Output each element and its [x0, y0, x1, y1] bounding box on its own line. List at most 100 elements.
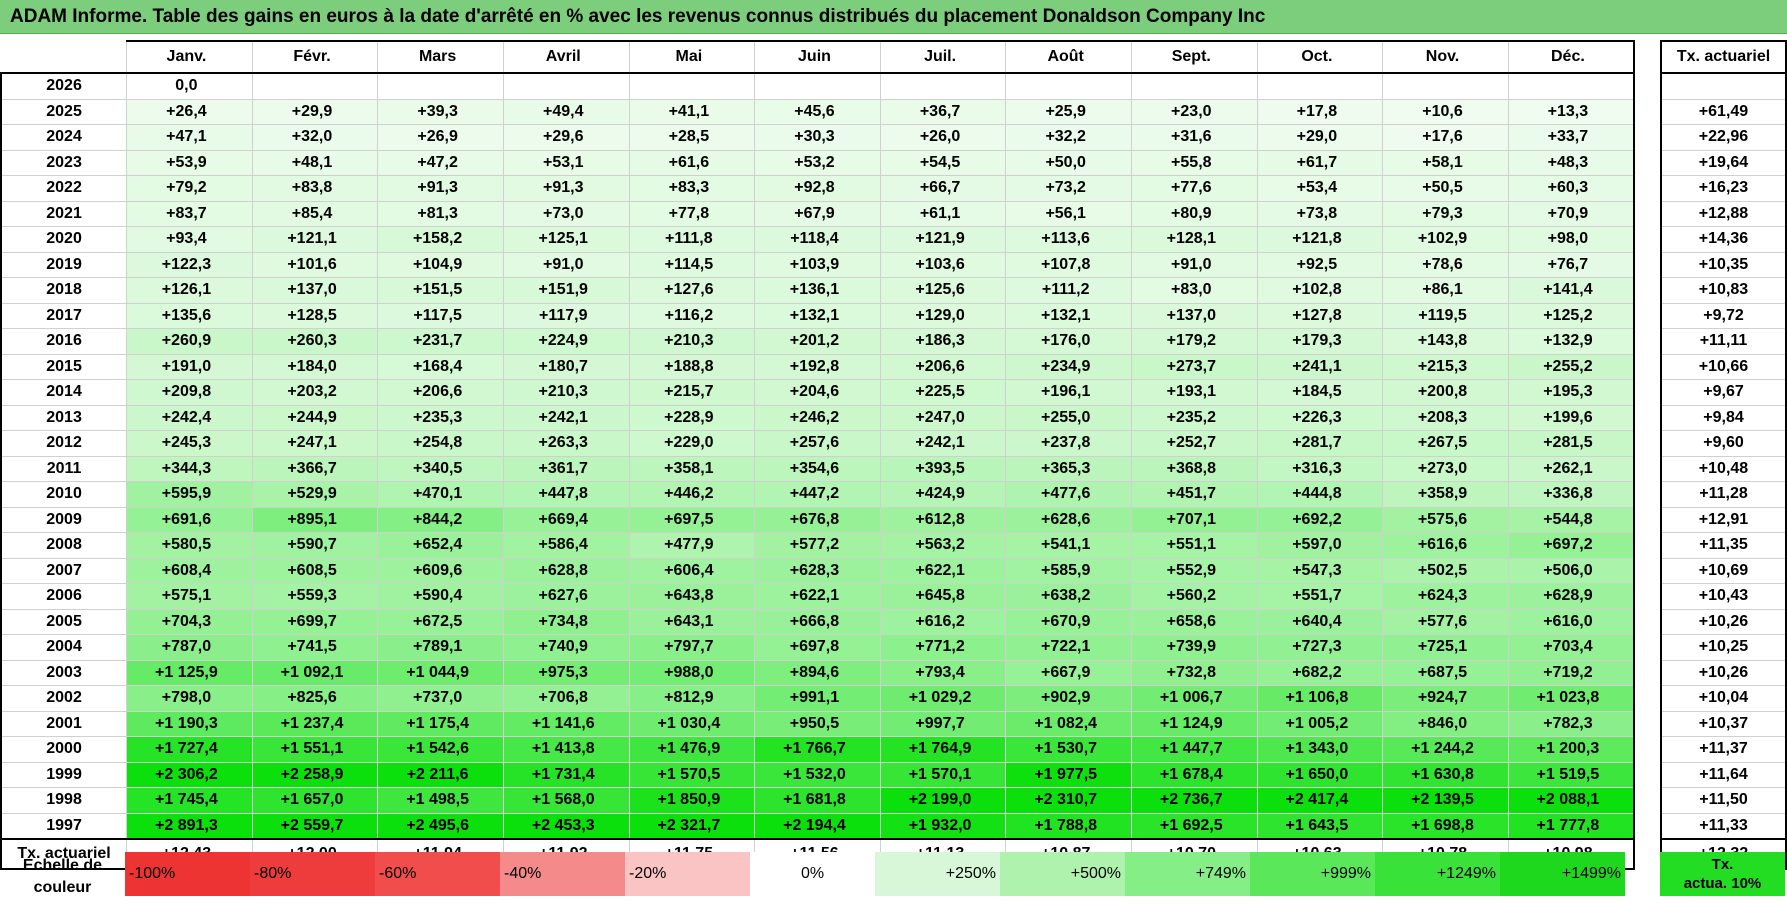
value-cell: +53,4 [1256, 175, 1384, 202]
month-header: Juin [754, 40, 881, 74]
value-cell: +1 006,7 [1130, 685, 1258, 712]
value-cell: +1 519,5 [1507, 761, 1635, 788]
value-cell: +638,2 [1005, 583, 1132, 610]
value-cell: +73,2 [1005, 175, 1132, 202]
value-cell: +125,6 [879, 277, 1007, 304]
value-cell: +585,9 [1005, 557, 1132, 584]
value-cell: +1 727,4 [126, 736, 253, 763]
side-row: +9,72 [1660, 302, 1787, 329]
side-row: +9,84 [1660, 404, 1787, 431]
value-cell: +608,5 [251, 557, 379, 584]
value-cell: +48,3 [1507, 149, 1635, 176]
value-cell: +732,8 [1130, 659, 1258, 686]
table-row: 2017 +135,6 +128,5 +117,5 +117,9 +116,2 +132,1… [0, 302, 1635, 329]
value-cell: +2 199,0 [879, 787, 1007, 814]
value-cell: +200,8 [1382, 379, 1509, 406]
year-cell: 2014 [0, 379, 128, 406]
actuarial-rate-cell: +10,04 [1660, 685, 1787, 712]
year-cell: 2021 [0, 200, 128, 227]
value-cell: +1 570,5 [628, 761, 756, 788]
value-cell: +86,1 [1382, 277, 1509, 304]
value-cell: +470,1 [377, 481, 504, 508]
value-cell: +895,1 [251, 506, 379, 533]
value-cell: +1 190,3 [126, 710, 253, 737]
value-cell: +575,1 [126, 583, 253, 610]
table-row: 2021 +83,7 +85,4 +81,3 +73,0 +77,8 +67,9 +61,1 +… [0, 200, 1635, 227]
value-cell: +91,3 [377, 175, 504, 202]
value-cell: +234,9 [1005, 353, 1132, 380]
tx-legend-line2: actua. 10% [1683, 875, 1762, 892]
value-cell: +1 476,9 [628, 736, 756, 763]
value-cell: +628,9 [1507, 583, 1635, 610]
year-cell: 2013 [0, 404, 128, 431]
value-cell: +669,4 [502, 506, 630, 533]
value-cell: +119,5 [1382, 302, 1509, 329]
value-cell: +91,3 [502, 175, 630, 202]
actuarial-rate-cell [1660, 72, 1787, 100]
table-row: 2000 +1 727,4 +1 551,1 +1 542,6 +1 413,8 +1 4… [0, 736, 1635, 763]
value-cell: +719,2 [1507, 659, 1635, 686]
value-cell: +2 211,6 [377, 761, 504, 788]
actuarial-rate-cell: +9,60 [1660, 430, 1787, 457]
value-cell: +111,8 [628, 226, 756, 253]
value-cell: +1 568,0 [502, 787, 630, 814]
actuarial-rate-cell: +10,26 [1660, 659, 1787, 686]
value-cell: +551,1 [1130, 532, 1258, 559]
value-cell: +580,5 [126, 532, 253, 559]
value-cell: +56,1 [1005, 200, 1132, 227]
tx-legend-swatch: Tx. actua. 10% [1660, 852, 1785, 896]
value-cell: +32,0 [251, 124, 379, 151]
side-row: +10,43 [1660, 583, 1787, 610]
value-cell: +697,5 [628, 506, 756, 533]
year-cell: 1998 [0, 787, 128, 814]
side-row: +9,67 [1660, 379, 1787, 406]
value-cell: +447,2 [754, 481, 881, 508]
actuarial-rate-cell: +12,91 [1660, 506, 1787, 533]
month-header: Mars [377, 40, 504, 74]
value-cell: +179,2 [1130, 328, 1258, 355]
table-row: 2020 +93,4 +121,1 +158,2 +125,1 +111,8 +118,4 +… [0, 226, 1635, 253]
value-cell: +237,8 [1005, 430, 1132, 457]
year-cell: 2015 [0, 353, 128, 380]
value-cell: +47,1 [126, 124, 253, 151]
value-cell: +451,7 [1130, 481, 1258, 508]
value-cell: +682,2 [1256, 659, 1384, 686]
value-cell: +2 306,2 [126, 761, 253, 788]
value-cell: +577,2 [754, 532, 881, 559]
month-header: Févr. [251, 40, 379, 74]
value-cell: +225,5 [879, 379, 1007, 406]
value-cell: +58,1 [1382, 149, 1509, 176]
value-cell: +1 106,8 [1256, 685, 1384, 712]
value-cell: +203,2 [251, 379, 379, 406]
color-scale-swatch: +250% [875, 852, 1000, 896]
year-cell: 2011 [0, 455, 128, 482]
value-cell: +245,3 [126, 430, 253, 457]
value-cell: +188,8 [628, 353, 756, 380]
value-cell: +61,1 [879, 200, 1007, 227]
month-header: Avril [502, 40, 630, 74]
month-header: Sept. [1130, 40, 1258, 74]
value-cell: +55,8 [1130, 149, 1258, 176]
value-cell: +50,0 [1005, 149, 1132, 176]
value-cell: +199,6 [1507, 404, 1635, 431]
table-row: 2023 +53,9 +48,1 +47,2 +53,1 +61,6 +53,2 +54,5 +… [0, 149, 1635, 176]
value-cell: +235,3 [377, 404, 504, 431]
value-cell: +739,9 [1130, 634, 1258, 661]
value-cell: +66,7 [879, 175, 1007, 202]
value-cell: +247,0 [879, 404, 1007, 431]
table-row: 2024 +47,1 +32,0 +26,9 +29,6 +28,5 +30,3 +26,0 +… [0, 124, 1635, 151]
value-cell: +17,8 [1256, 98, 1384, 125]
table-row: 2025 +26,4 +29,9 +39,3 +49,4 +41,1 +45,6 +36,7 +… [0, 98, 1635, 125]
value-cell: +361,7 [502, 455, 630, 482]
value-cell: +79,3 [1382, 200, 1509, 227]
month-header: Août [1005, 40, 1132, 74]
value-cell: +117,5 [377, 302, 504, 329]
value-cell: +81,3 [377, 200, 504, 227]
value-cell: +793,4 [879, 659, 1007, 686]
year-cell: 2017 [0, 302, 128, 329]
value-cell: +36,7 [879, 98, 1007, 125]
table-row: 2022 +79,2 +83,8 +91,3 +91,3 +83,3 +92,8 +66,7 +… [0, 175, 1635, 202]
value-cell: +195,3 [1507, 379, 1635, 406]
value-cell: +737,0 [377, 685, 504, 712]
year-cell: 2018 [0, 277, 128, 304]
